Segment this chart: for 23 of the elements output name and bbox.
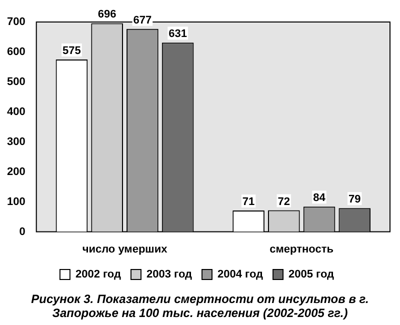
data-label: 631 [168, 28, 187, 40]
data-label: 575 [62, 44, 81, 57]
text: Рисунок 3. Показатели смертности от инсультов в г. Запорожье на 100 тыс. населения (2002-2005 гг.) [30, 292, 370, 320]
y-tick-label: 0 [19, 226, 26, 238]
y-tick-label: 300 [6, 136, 26, 148]
x-tick-label: число умерших [82, 243, 168, 256]
x-tick-label: смертность [270, 243, 334, 256]
legend-label: 2004 год [218, 268, 264, 281]
y-tick-label: 700 [6, 16, 26, 28]
data-label: 696 [98, 8, 116, 21]
y-tick-label: 100 [6, 196, 26, 208]
legend-label: 2002 год [75, 268, 121, 281]
legend-label: 2005 год [288, 268, 334, 281]
legend-label: 2003 год [146, 268, 192, 281]
y-tick-label: 200 [6, 166, 26, 178]
data-label: 84 [313, 192, 326, 204]
data-label: 72 [278, 196, 290, 208]
data-label: 677 [133, 14, 152, 26]
y-tick-label: 400 [6, 106, 26, 118]
data-label: 71 [242, 196, 255, 208]
data-label: 79 [348, 194, 361, 206]
y-tick-label: 500 [6, 76, 26, 88]
y-tick-label: 600 [6, 46, 26, 58]
